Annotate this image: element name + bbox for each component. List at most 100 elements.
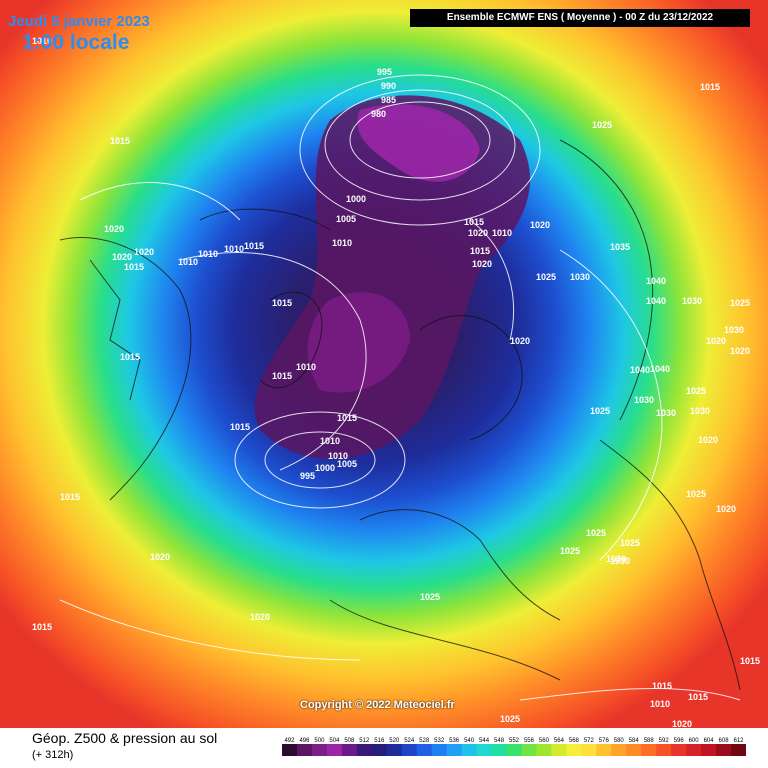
isobar-labels: 1010 1015 1015 1020 1020 1020 1015 1010 … [32, 36, 760, 728]
legend-tick-label: 552 [509, 738, 520, 744]
legend-swatch [491, 744, 508, 756]
forecast-local-time: 1:00 locale [22, 31, 130, 54]
forecast-date: Jeudi 5 janvier 2023 [8, 13, 150, 30]
isobar-label: 1030 [570, 272, 590, 282]
isobar-label: 1025 [560, 546, 580, 556]
isobar-label: 1030 [656, 408, 676, 418]
legend-tick-label: 532 [434, 738, 445, 744]
isobar-label: 1030 [634, 395, 654, 405]
legend-tick-label: 584 [629, 738, 640, 744]
legend-tick-label: 536 [449, 738, 460, 744]
isobar-label: 1025 [686, 386, 706, 396]
isobar-label: 1020 [530, 220, 550, 230]
legend-tick-label: 612 [734, 738, 745, 744]
isobar-label: 1015 [60, 492, 80, 502]
legend-swatch [356, 744, 373, 756]
isobar-label: 1015 [32, 622, 52, 632]
isobar-label: 1020 [706, 336, 726, 346]
isobar-label: 1020 [716, 504, 736, 514]
legend-tick-label: 492 [284, 738, 295, 744]
coastlines [59, 139, 741, 691]
legend-swatch [461, 744, 478, 756]
isobar-label: 1025 [590, 406, 610, 416]
legend-swatch [282, 744, 298, 756]
isobar-label: 1015 [464, 217, 484, 227]
isobar-label: 1020 [472, 259, 492, 269]
isobar-label: 1015 [740, 656, 760, 666]
isobar-label: 1030 [690, 406, 710, 416]
legend-tick-label: 560 [539, 738, 550, 744]
isobar-label: 1025 [500, 714, 520, 724]
legend-swatch [536, 744, 552, 756]
legend-swatch [716, 744, 732, 756]
legend-swatch [311, 744, 328, 756]
copyright-notice: Copyright © 2022 Meteociel.fr [300, 699, 455, 711]
isobar-label: 1005 [336, 214, 356, 224]
isobar-label: 1015 [272, 371, 292, 381]
isobar-label: 995 [377, 67, 392, 77]
legend-swatch [296, 744, 313, 756]
legend-swatch [731, 744, 746, 756]
legend-tick-label: 572 [584, 738, 595, 744]
legend-tick-label: 580 [614, 738, 625, 744]
isobar-label: 1010 [178, 257, 198, 267]
legend-tick-label: 528 [419, 738, 430, 744]
isobar-label: 1025 [420, 592, 440, 602]
legend-swatch [641, 744, 657, 756]
isobar-label: 1015 [652, 681, 672, 691]
color-scale-bar [282, 744, 746, 756]
legend-tick-label: 596 [674, 738, 685, 744]
legend-tick-label: 516 [374, 738, 385, 744]
legend-tick-label: 500 [314, 738, 325, 744]
legend-swatch [671, 744, 687, 756]
legend-tick-label: 608 [719, 738, 730, 744]
isobar-label: 1020 [104, 224, 124, 234]
isobar-label: 1020 [112, 252, 132, 262]
legend-tick-label: 600 [689, 738, 700, 744]
isobar-label: 1025 [586, 528, 606, 538]
isobar-label: 1015 [230, 422, 250, 432]
legend-tick-label: 508 [344, 738, 355, 744]
isobar-label: 1005 [337, 459, 357, 469]
vortex-inner [357, 104, 480, 182]
legend-tick-labels: 492 496 500 504 508 512 516 520 524 528 532 536 540 5… [284, 738, 745, 744]
legend-swatch [416, 744, 433, 756]
isobar-label: 1020 [250, 612, 270, 622]
isobar-label: 1020 [510, 336, 530, 346]
legend-swatch [401, 744, 418, 756]
isobar-label: 1010 [320, 436, 340, 446]
legend-tick-label: 568 [569, 738, 580, 744]
isobar-label: 1030 [682, 296, 702, 306]
field-title: Géop. Z500 & pression au sol [32, 730, 218, 746]
isobar-label: 1015 [337, 413, 357, 423]
isobar-label: 1015 [244, 241, 264, 251]
isobar-label: 1025 [620, 538, 640, 548]
isobar-label: 1020 [698, 435, 718, 445]
isobar-label: 1030 [724, 325, 744, 335]
isobar-label: 1015 [124, 262, 144, 272]
legend-swatch [506, 744, 522, 756]
legend-tick-label: 540 [464, 738, 475, 744]
isobar-label: 1030 [606, 554, 626, 564]
legend-swatch [431, 744, 448, 756]
isobar-label: 1020 [672, 719, 692, 728]
legend-swatch [446, 744, 463, 756]
legend-swatch [341, 744, 358, 756]
forecast-lead-time: (+ 312h) [32, 749, 74, 761]
isobar-label: 1020 [134, 247, 154, 257]
isobar-label: 1015 [120, 352, 140, 362]
isobar-label: 1000 [315, 463, 335, 473]
vortex-lobe [307, 292, 410, 393]
isobar-label: 1015 [688, 692, 708, 702]
isobar-label: 1020 [730, 346, 750, 356]
legend-tick-label: 512 [359, 738, 370, 744]
isobar-label: 1020 [468, 228, 488, 238]
legend-swatch [596, 744, 612, 756]
isobar-label: 1035 [610, 242, 630, 252]
isobar-label: 1015 [470, 246, 490, 256]
isobar-label: 1025 [592, 120, 612, 130]
legend-tick-label: 604 [704, 738, 715, 744]
isobar-label: 1040 [650, 364, 670, 374]
geopotential-map: 1010 1015 1015 1020 1020 1020 1015 1010 … [0, 0, 768, 728]
isobar-label: 985 [381, 95, 396, 105]
